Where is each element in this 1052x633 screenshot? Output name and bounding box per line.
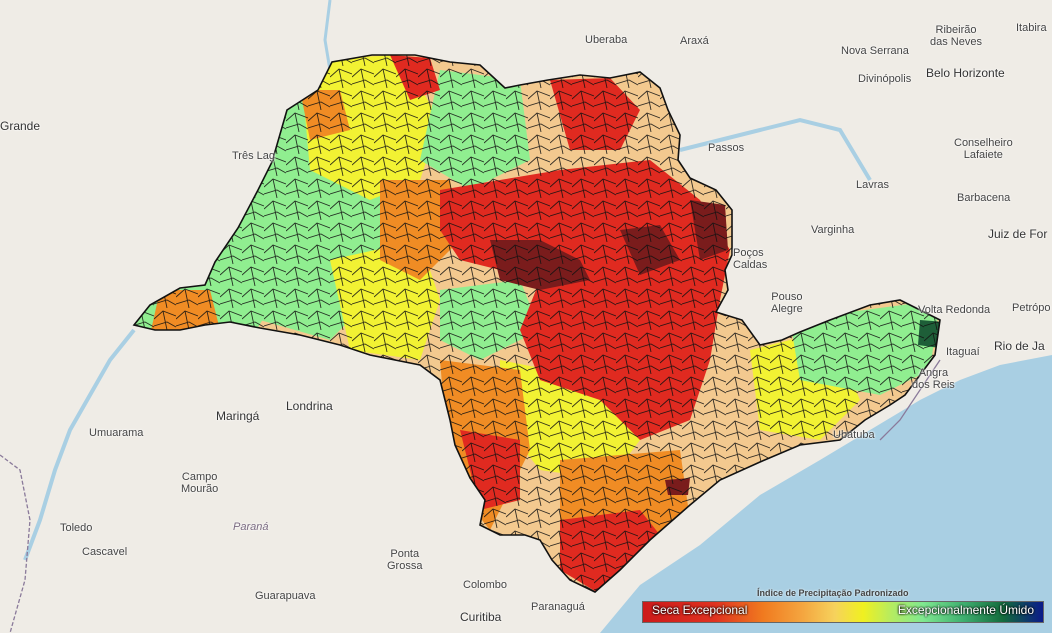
city-umuarama[interactable]: Umuarama bbox=[89, 427, 144, 439]
city-ubatuba[interactable]: Ubatuba bbox=[833, 429, 875, 441]
city-itabira[interactable]: Itabira bbox=[1016, 22, 1047, 34]
legend-right-label: Excepcionalmente Úmido bbox=[897, 603, 1034, 617]
legend-left-label: Seca Excepcional bbox=[652, 603, 748, 617]
city-guarapuava[interactable]: Guarapuava bbox=[255, 590, 316, 602]
city-maringa[interactable]: Maringá bbox=[216, 409, 260, 423]
city-campo-mourao[interactable]: Campo Mourão bbox=[181, 471, 219, 495]
city-ponta-grossa[interactable]: Ponta Grossa bbox=[387, 548, 423, 572]
city-uberaba[interactable]: Uberaba bbox=[585, 34, 628, 46]
city-nova-serrana[interactable]: Nova Serrana bbox=[841, 45, 909, 57]
legend-title: Índice de Precipitação Padronizado bbox=[757, 588, 909, 598]
legend: Índice de Precipitação Padronizado Seca … bbox=[642, 588, 1044, 624]
river bbox=[23, 328, 136, 561]
city-varginha[interactable]: Varginha bbox=[811, 224, 855, 236]
city-pouso-alegre[interactable]: Pouso Alegre bbox=[771, 291, 803, 315]
city-ribeirao-das-neves[interactable]: Ribeirão das Neves bbox=[930, 24, 982, 48]
reservoir bbox=[679, 117, 872, 182]
legend-color-scale bbox=[642, 601, 1044, 623]
state-border bbox=[0, 454, 31, 633]
city-petropolis[interactable]: Petrópo bbox=[1012, 302, 1051, 314]
ocean bbox=[600, 355, 1052, 633]
city-araxa[interactable]: Araxá bbox=[680, 35, 709, 47]
city-tres-lagoas[interactable]: Três Lag bbox=[232, 150, 276, 162]
city-juiz-de-fora[interactable]: Juiz de For bbox=[988, 227, 1048, 241]
city-itaguai[interactable]: Itaguaí bbox=[946, 346, 980, 358]
city-angra-dos-reis[interactable]: Angra dos Reis bbox=[912, 367, 955, 391]
city-volta-redonda[interactable]: Volta Redonda bbox=[918, 304, 991, 316]
city-pocos-de-caldas[interactable]: Poços Caldas bbox=[733, 247, 768, 271]
city-divinopolis[interactable]: Divinópolis bbox=[858, 73, 912, 85]
city-belo-horizonte[interactable]: Belo Horizonte bbox=[926, 66, 1005, 80]
city-toledo[interactable]: Toledo bbox=[60, 522, 93, 534]
city-curitiba[interactable]: Curitiba bbox=[460, 610, 502, 624]
label-parana: Paraná bbox=[233, 521, 269, 533]
city-conselheiro-lafaiete[interactable]: Conselheiro Lafaiete bbox=[954, 137, 1013, 161]
city-barbacena[interactable]: Barbacena bbox=[957, 192, 1011, 204]
city-passos[interactable]: Passos bbox=[708, 142, 745, 154]
state-border bbox=[879, 359, 941, 441]
city-rio-de-janeiro[interactable]: Rio de Ja bbox=[994, 339, 1045, 353]
city-colombo[interactable]: Colombo bbox=[463, 579, 508, 591]
city-londrina[interactable]: Londrina bbox=[286, 399, 333, 413]
state-outline bbox=[132, 54, 941, 593]
city-lavras[interactable]: Lavras bbox=[856, 179, 890, 191]
river bbox=[323, 0, 332, 71]
city-campo-grande[interactable]: Grande bbox=[0, 119, 41, 133]
city-cascavel[interactable]: Cascavel bbox=[82, 546, 128, 558]
city-paranagua[interactable]: Paranaguá bbox=[531, 601, 585, 613]
